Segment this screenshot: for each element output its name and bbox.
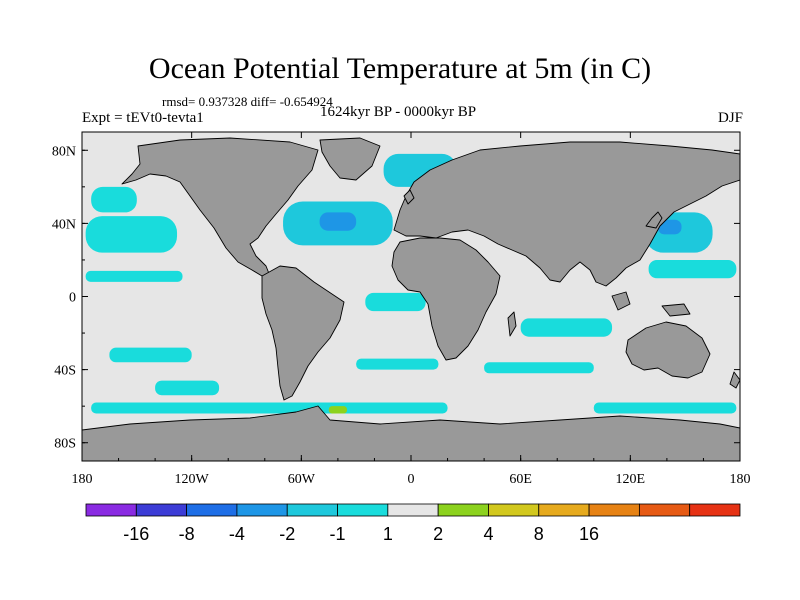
anomaly-indian-ocean-south-cool — [484, 362, 594, 374]
x-tick-label: 120E — [616, 472, 646, 487]
x-tick-label: 60E — [509, 472, 532, 487]
africa-landmass — [391, 237, 501, 361]
colorbar: -16 -8 -4 -2 -1 1 2 4 8 16 — [85, 503, 741, 544]
colorbar-swatch — [135, 503, 188, 517]
anomaly-tropical-pacific-cool — [85, 270, 183, 282]
colorbar-label: 1 — [383, 524, 393, 544]
greenland-landmass — [319, 137, 381, 181]
colorbar-swatch — [286, 503, 338, 517]
colorbar-swatch — [689, 503, 741, 517]
anomaly-north-atlantic-core — [319, 212, 357, 231]
anomaly-north-pacific-east-cool — [91, 186, 137, 213]
australia-landmass — [625, 321, 711, 379]
statistics-label: rmsd= 0.937328 diff= -0.654924 — [162, 94, 333, 109]
antarctica-landmass — [82, 405, 740, 461]
colorbar-label: -8 — [179, 524, 195, 544]
y-axis: 80N 40N 0 40S 80S — [52, 144, 740, 452]
anomaly-south-pacific-cool — [109, 347, 192, 363]
land-layer — [82, 137, 740, 461]
eurasia-landmass — [393, 141, 740, 287]
colorbar-swatch — [236, 503, 288, 517]
colorbar-swatch — [488, 503, 540, 517]
experiment-label: Expt = tEVt0-tevta1 — [82, 110, 204, 126]
x-tick-label: 180 — [72, 472, 93, 487]
x-tick-label: 0 — [408, 472, 415, 487]
x-tick-label: 120W — [175, 472, 210, 487]
south-america-landmass — [261, 265, 345, 401]
colorbar-label: 16 — [579, 524, 599, 544]
new-zealand-landmass — [729, 371, 740, 389]
y-tick-label: 40N — [52, 217, 76, 232]
colorbar-label: 2 — [433, 524, 443, 544]
anomaly-weddell-warm — [328, 406, 348, 414]
new-guinea-landmass — [661, 303, 691, 317]
colorbar-label: 8 — [534, 524, 544, 544]
anomaly-southern-ocean-cool — [91, 402, 448, 414]
colorbar-swatch — [638, 503, 691, 517]
x-axis: 180 120W 60W 0 60E 120E 180 — [72, 132, 751, 487]
y-tick-label: 80N — [52, 144, 76, 159]
x-tick-label: 180 — [730, 472, 751, 487]
great-britain-landmass — [403, 189, 415, 205]
anomaly-south-atlantic-cool — [356, 358, 439, 370]
x-tick-label: 60W — [288, 472, 316, 487]
madagascar-landmass — [507, 311, 517, 337]
colorbar-swatch — [387, 503, 439, 517]
period-label: 1624kyr BP - 0000kyr BP — [320, 104, 477, 120]
colorbar-label: -4 — [229, 524, 245, 544]
borneo-landmass — [611, 291, 631, 311]
map-plot-area — [82, 132, 740, 461]
anomaly-equatorial-atlantic-cool — [365, 292, 426, 312]
colorbar-swatch — [186, 503, 238, 517]
colorbar-label: -2 — [279, 524, 295, 544]
colorbar-label: 4 — [483, 524, 493, 544]
anomaly-west-pacific-cool — [648, 259, 737, 279]
colorbar-swatch — [437, 503, 489, 517]
colorbar-label: -16 — [123, 524, 149, 544]
colorbar-label: -1 — [330, 524, 346, 544]
anomaly-north-pacific-cool — [85, 216, 178, 253]
japan-landmass — [645, 211, 663, 229]
season-label: DJF — [717, 110, 743, 126]
colorbar-swatch — [538, 503, 590, 517]
colorbar-swatch — [85, 503, 137, 517]
anomaly-kuroshio-core — [657, 219, 682, 235]
y-tick-label: 40S — [54, 364, 76, 379]
anomaly-indian-ocean-cool — [520, 318, 613, 337]
y-tick-label: 0 — [69, 291, 76, 306]
colorbar-swatch — [337, 503, 389, 517]
map-title: Ocean Potential Temperature at 5m (in C) — [148, 52, 652, 85]
y-tick-label: 80S — [54, 437, 76, 452]
anomaly-layer — [85, 153, 737, 414]
colorbar-swatch — [588, 503, 640, 517]
anomaly-southern-ocean-east-cool — [593, 402, 737, 414]
anomaly-south-pacific-east-cool — [155, 380, 220, 396]
